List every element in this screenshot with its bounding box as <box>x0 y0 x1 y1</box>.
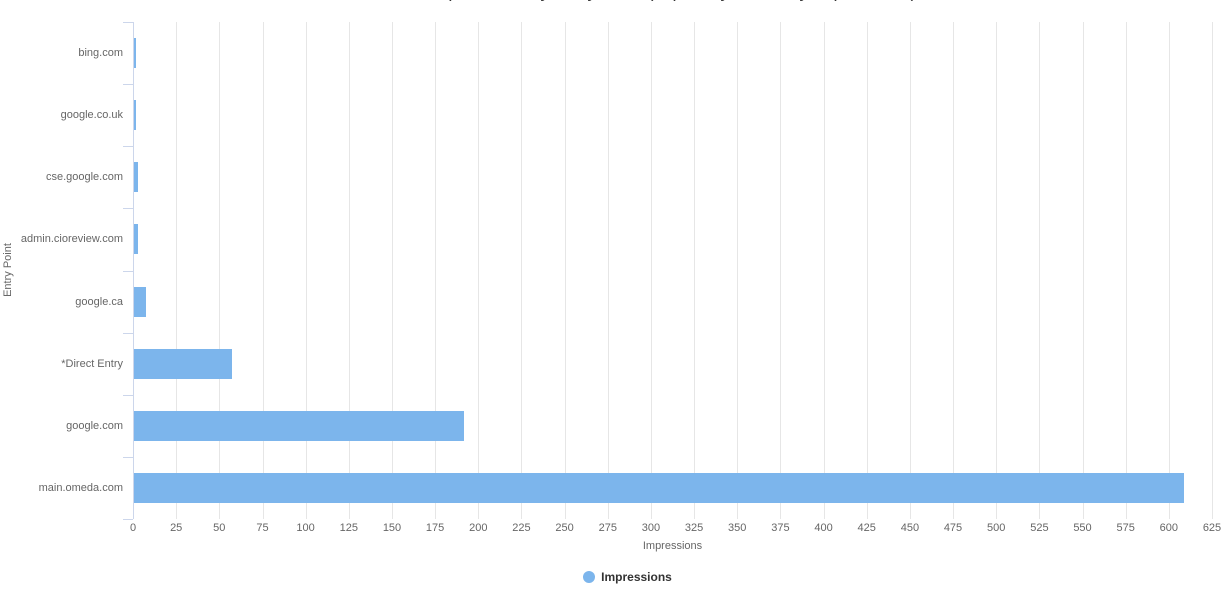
x-tick-label: 625 <box>1202 522 1222 534</box>
x-tick-label: 0 <box>129 522 137 534</box>
category-axis-line <box>133 22 134 519</box>
legend-marker-icon <box>583 571 596 583</box>
grid-line <box>1039 22 1041 519</box>
category-tick <box>123 208 133 209</box>
grid-line <box>737 22 739 519</box>
legend-label: Impressions <box>601 570 672 584</box>
grid-line <box>823 22 825 519</box>
grid-line <box>348 22 350 519</box>
grid-line <box>305 22 307 519</box>
x-tick-label: 475 <box>943 522 963 534</box>
category-label-google-co-uk: google.co.uk <box>60 109 123 122</box>
x-tick-label: 325 <box>684 522 704 534</box>
plot-area: 0 25 50 75 100 125 150 175 200 225 250 275 300 325 350… <box>21 22 1221 534</box>
grid-line <box>650 22 652 519</box>
x-tick-label: 225 <box>512 522 531 534</box>
grid-line <box>564 22 566 519</box>
x-axis-title: Impressions <box>642 540 703 552</box>
category-tick <box>123 333 133 334</box>
x-tick-label: 150 <box>382 522 402 534</box>
x-tick-label: 300 <box>641 522 661 534</box>
category-tick <box>123 84 133 85</box>
x-tick-label: 500 <box>987 522 1006 534</box>
x-tick-label: 575 <box>1116 522 1135 534</box>
grid-line <box>866 22 868 519</box>
x-tick-label: 400 <box>814 522 833 534</box>
bar-bing-com[interactable] <box>134 38 136 69</box>
grid-line <box>607 22 609 519</box>
chart-title: Impressions by Entry Point (Top Entry Po… <box>133 0 1212 2</box>
category-tick <box>123 146 133 147</box>
x-tick-label: 350 <box>728 522 747 534</box>
x-tick-label: 425 <box>857 522 876 534</box>
grid-line <box>1082 22 1084 519</box>
bar-google-com[interactable] <box>134 410 464 441</box>
bar-main-omeda-com[interactable] <box>134 472 1184 503</box>
x-tick-label: 275 <box>598 522 617 534</box>
category-tick <box>123 519 133 520</box>
grid-line <box>262 22 264 519</box>
bar-cse-google-com[interactable] <box>134 162 138 193</box>
x-tick-label: 175 <box>425 522 445 534</box>
grid-line <box>1212 22 1213 519</box>
x-tick-label: 50 <box>213 522 226 534</box>
grid-line <box>478 22 480 519</box>
category-label-cse-google-com: cse.google.com <box>45 171 123 184</box>
category-label-direct-entry: *Direct Entry <box>61 357 123 370</box>
x-tick-label: 100 <box>296 522 315 534</box>
grid-line <box>435 22 437 519</box>
x-tick-label: 125 <box>339 522 358 534</box>
grid-line <box>219 22 221 519</box>
grid-line <box>1125 22 1127 519</box>
grid-line <box>953 22 954 519</box>
y-axis-title: Entry Point <box>2 243 14 297</box>
x-tick-label: 600 <box>1159 522 1178 534</box>
grid-line <box>694 22 696 519</box>
grid-line <box>176 22 178 519</box>
category-label-admin-cioreview-com: admin.cioreview.com <box>20 233 123 246</box>
x-tick-label: 525 <box>1030 522 1049 534</box>
grid-line <box>780 22 782 519</box>
bar-google-co-uk[interactable] <box>134 100 136 131</box>
grid-line <box>996 22 998 519</box>
grid-line <box>1168 22 1170 519</box>
x-tick-label: 250 <box>555 522 574 534</box>
grid-line <box>521 22 523 519</box>
category-label-google-ca: google.ca <box>75 295 123 308</box>
x-tick-label: 450 <box>900 522 920 534</box>
bar-admin-cioreview-com[interactable] <box>134 224 138 255</box>
category-tick <box>123 22 133 23</box>
grid-line <box>392 22 393 519</box>
x-tick-label: 550 <box>1073 522 1092 534</box>
category-tick <box>123 457 133 458</box>
x-tick-label: 75 <box>256 522 269 534</box>
legend-item-impressions[interactable]: Impressions <box>583 570 672 584</box>
category-tick <box>123 395 133 396</box>
bar-direct-entry[interactable] <box>134 348 233 379</box>
x-tick-label: 25 <box>170 522 183 534</box>
category-label-bing-com: bing.com <box>78 47 123 60</box>
grid-line <box>909 22 911 519</box>
legend: Impressions <box>14 570 1227 584</box>
category-tick <box>123 271 133 272</box>
category-label-main-omeda-com: main.omeda.com <box>38 481 123 494</box>
x-tick-label: 375 <box>771 522 790 534</box>
bar-google-ca[interactable] <box>134 286 147 317</box>
x-tick-label: 200 <box>469 522 488 534</box>
category-label-google-com: google.com <box>66 419 123 432</box>
